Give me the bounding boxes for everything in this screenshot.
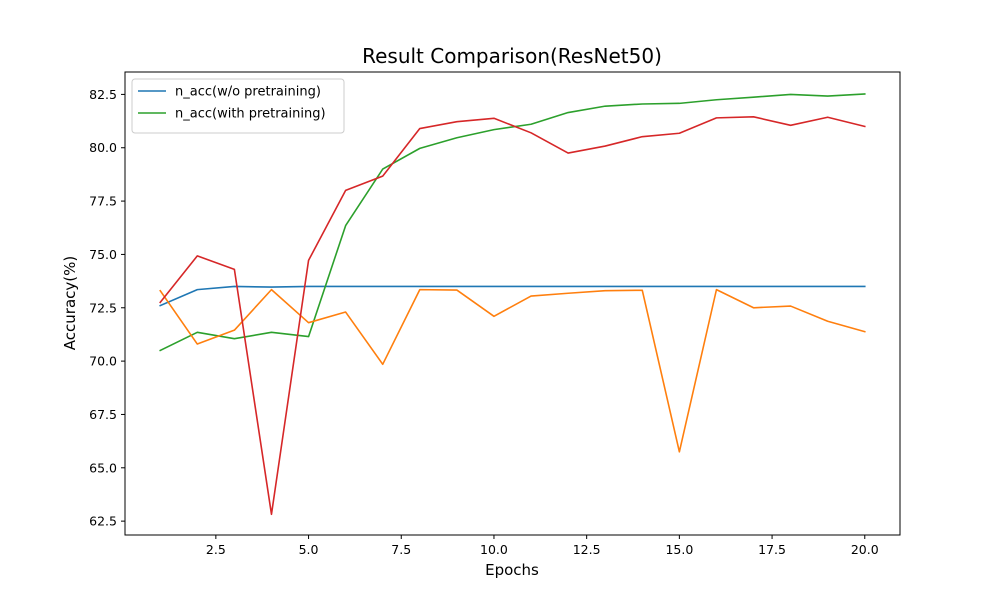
plot-area-frame: [124, 71, 901, 536]
y-axis-ticks: 62.5 65.0 67.5 70.0 72.5 75.0 77.5 80.0 82.5: [89, 87, 125, 529]
x-tick-label: 20.0: [851, 542, 879, 557]
chart-title: Result Comparison(ResNet50): [362, 44, 662, 68]
x-tick-label: 2.5: [206, 542, 226, 557]
x-tick-label: 12.5: [573, 542, 601, 557]
legend-box: [131, 78, 345, 134]
x-tick-label: 10.0: [480, 542, 508, 557]
y-tick-label: 70.0: [89, 354, 117, 369]
legend: n_acc(w/o pretraining) n_acc(with pretrai…: [131, 78, 345, 134]
x-axis-label: Epochs: [485, 561, 539, 579]
series-layer: [159, 93, 866, 516]
x-tick-label: 7.5: [391, 542, 411, 557]
x-axis-ticks: 2.5 5.0 7.5 10.0 12.5 15.0 17.5 20.0: [206, 535, 879, 557]
series-line-1: [159, 285, 866, 307]
y-tick-label: 65.0: [89, 460, 117, 475]
y-tick-label: 67.5: [89, 407, 117, 422]
y-tick-label: 77.5: [89, 194, 117, 209]
y-tick-label: 82.5: [89, 87, 117, 102]
y-tick-label: 80.0: [89, 140, 117, 155]
y-tick-label: 62.5: [89, 514, 117, 529]
x-tick-label: 5.0: [299, 542, 319, 557]
legend-label-2: n_acc(with pretraining): [175, 107, 326, 122]
y-tick-label: 75.0: [89, 247, 117, 262]
x-tick-label: 17.5: [758, 542, 786, 557]
y-tick-label: 72.5: [89, 300, 117, 315]
series-line-2: [159, 93, 866, 352]
series-line-3: [159, 288, 866, 453]
legend-label-1: n_acc(w/o pretraining): [175, 85, 321, 100]
series-line-4: [159, 116, 866, 516]
y-axis-label: Accuracy(%): [61, 256, 79, 350]
x-tick-label: 15.0: [665, 542, 693, 557]
